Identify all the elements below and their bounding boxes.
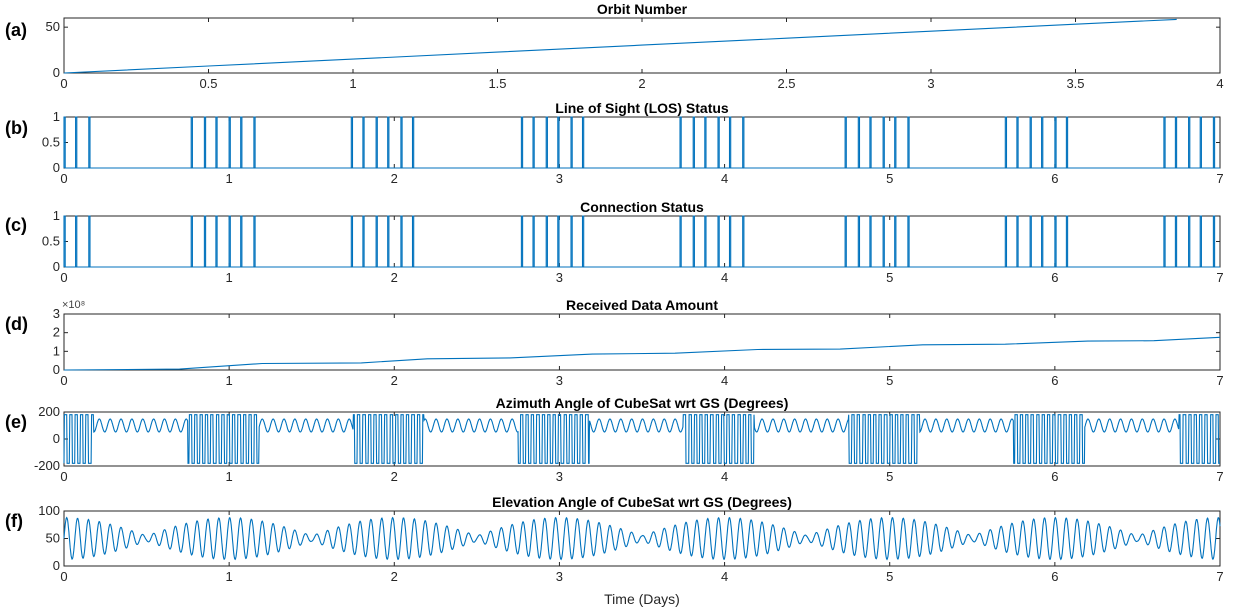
x-tick-label: 6	[1051, 270, 1058, 285]
x-tick-label: 4	[721, 569, 728, 584]
x-tick-label: 5	[886, 270, 893, 285]
y-tick-label: 50	[46, 531, 60, 546]
x-tick-label: 2	[391, 469, 398, 484]
axes-box	[63, 215, 1221, 268]
y-tick-label: 1	[53, 343, 60, 358]
panel-1: Orbit Number 0 0.5 1 1.5 2 2.5 3 3.5 4 0 50	[46, 1, 1224, 91]
x-tick-label: 6	[1051, 373, 1058, 388]
x-tick-label: 0	[60, 569, 67, 584]
y-tick-label: 0.5	[42, 135, 60, 150]
exponent-label: ×10⁸	[62, 299, 85, 311]
x-tick-label: 4	[721, 270, 728, 285]
y-tick-label: 0	[53, 362, 60, 377]
x-tick-label: 4	[1216, 76, 1223, 91]
y-tick-label: 50	[46, 19, 60, 34]
x-tick-label: 1	[226, 171, 233, 186]
x-tick-label: 0.5	[199, 76, 217, 91]
x-tick-label: 3	[556, 469, 563, 484]
panel-2: Line of Sight (LOS) Status 0 1 2 3 4 5 6 7 0 0.5 1	[42, 100, 1224, 186]
panel-3: Connection Status 0 1 2 3 4 5 6 7 0 0.5 1	[42, 199, 1224, 285]
y-tick-label: 0	[53, 65, 60, 80]
y-tick-label: 0	[53, 259, 60, 274]
panel-title: Line of Sight (LOS) Status	[555, 100, 729, 116]
x-tick-label: 3.5	[1066, 76, 1084, 91]
x-tick-label: 4	[721, 469, 728, 484]
x-tick-label: 2	[391, 373, 398, 388]
panel-label: (c)	[5, 215, 27, 235]
x-tick-label: 0	[60, 469, 67, 484]
x-tick-label: 1.5	[488, 76, 506, 91]
series-line	[63, 215, 1220, 268]
y-tick-label: 1	[53, 208, 60, 223]
y-tick-label: -200	[34, 458, 60, 473]
panel-5: Azimuth Angle of CubeSat wrt GS (Degrees…	[34, 395, 1224, 484]
panel-6: Elevation Angle of CubeSat wrt GS (Degre…	[38, 494, 1223, 584]
y-tick-label: 0.5	[42, 234, 60, 249]
y-tick-label: 200	[38, 404, 60, 419]
x-tick-label: 0	[60, 76, 67, 91]
panel-title: Elevation Angle of CubeSat wrt GS (Degre…	[492, 494, 792, 510]
x-tick-label: 5	[886, 171, 893, 186]
y-tick-label: 1	[53, 109, 60, 124]
series-line	[63, 414, 1220, 464]
x-tick-label: 4	[721, 373, 728, 388]
series-line	[63, 336, 1221, 371]
x-tick-label: 7	[1216, 569, 1223, 584]
x-tick-label: 1	[226, 569, 233, 584]
x-tick-label: 7	[1216, 270, 1223, 285]
series-line	[63, 18, 1177, 74]
x-tick-label: 5	[886, 569, 893, 584]
x-tick-label: 0	[60, 270, 67, 285]
panel-label: (d)	[5, 314, 28, 334]
x-tick-label: 7	[1216, 373, 1223, 388]
x-tick-label: 2	[638, 76, 645, 91]
x-tick-label: 5	[886, 373, 893, 388]
x-tick-label: 6	[1051, 569, 1058, 584]
panel-title: Azimuth Angle of CubeSat wrt GS (Degrees…	[496, 395, 789, 411]
y-tick-label: 0	[53, 431, 60, 446]
x-tick-label: 6	[1051, 171, 1058, 186]
x-tick-label: 3	[556, 270, 563, 285]
y-tick-label: 100	[38, 503, 60, 518]
x-tick-label: 5	[886, 469, 893, 484]
x-tick-label: 3	[556, 569, 563, 584]
panel-label: (e)	[5, 412, 27, 432]
x-tick-label: 3	[556, 171, 563, 186]
series-line	[63, 116, 1220, 169]
x-tick-label: 3	[927, 76, 934, 91]
panel-label: (a)	[5, 20, 27, 40]
series-line	[63, 516, 1221, 561]
panel-title: Received Data Amount	[566, 297, 718, 313]
x-tick-label: 6	[1051, 469, 1058, 484]
y-tick-label: 2	[53, 325, 60, 340]
axes-box	[63, 116, 1221, 169]
panel-title: Connection Status	[580, 199, 704, 215]
x-tick-label: 2.5	[777, 76, 795, 91]
panel-title: Orbit Number	[597, 1, 688, 17]
x-tick-label: 7	[1216, 171, 1223, 186]
panel-label: (b)	[5, 118, 28, 138]
x-tick-label: 1	[226, 373, 233, 388]
x-tick-label: 4	[721, 171, 728, 186]
axes-box	[63, 313, 1221, 371]
x-tick-label: 0	[60, 171, 67, 186]
y-tick-label: 3	[53, 306, 60, 321]
x-tick-label: 1	[349, 76, 356, 91]
x-tick-label: 2	[391, 569, 398, 584]
x-axis-label: Time (Days)	[604, 591, 680, 607]
x-tick-label: 0	[60, 373, 67, 388]
x-tick-label: 2	[391, 171, 398, 186]
x-tick-label: 2	[391, 270, 398, 285]
x-tick-label: 1	[226, 270, 233, 285]
y-tick-label: 0	[53, 160, 60, 175]
x-tick-label: 7	[1216, 469, 1223, 484]
panel-label: (f)	[5, 511, 23, 531]
x-tick-label: 1	[226, 469, 233, 484]
x-tick-label: 3	[556, 373, 563, 388]
y-tick-label: 0	[53, 558, 60, 573]
